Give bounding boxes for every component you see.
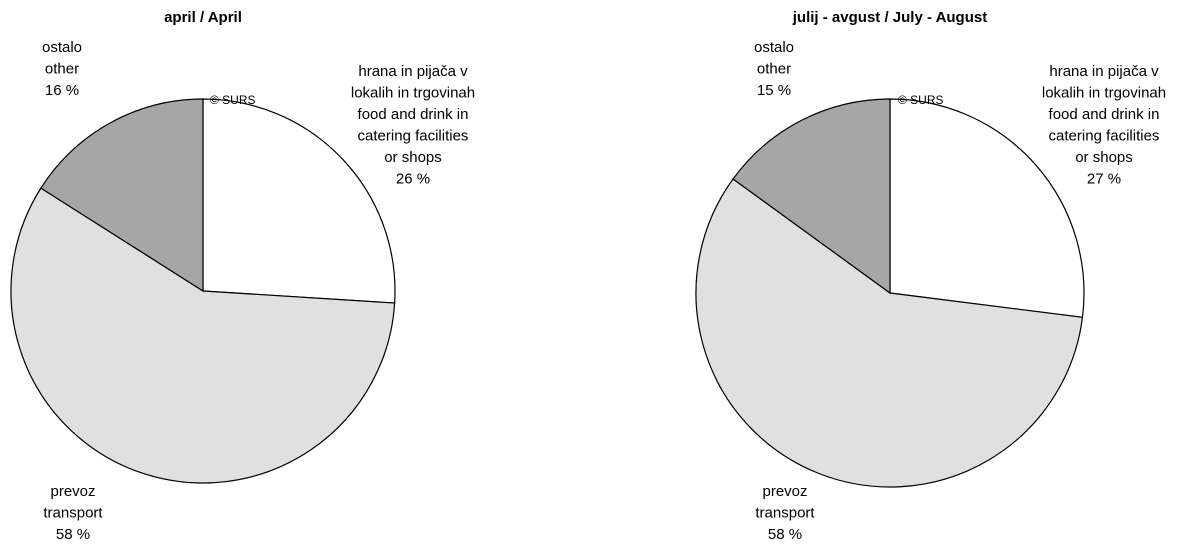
slice-label: hrana in pijača v <box>358 63 468 80</box>
slice-value-label: 26 % <box>396 170 430 187</box>
chart-title: julij - avgust / July - August <box>792 9 987 26</box>
chart-title: april / April <box>164 9 242 26</box>
pie-slice <box>10 187 396 484</box>
slice-label: hrana in pijača v <box>1049 63 1159 80</box>
slice-label: transport <box>43 504 103 521</box>
slice-label: catering facilities <box>358 127 469 144</box>
slice-value-label: 15 % <box>757 82 791 99</box>
pie-slice <box>732 98 891 295</box>
slice-value-label: 58 % <box>56 526 90 543</box>
copyright-note: © SURS <box>210 93 256 107</box>
slice-label: ostalo <box>754 39 794 56</box>
slice-label: ostalo <box>42 39 82 56</box>
slice-label: lokalih in trgovinah <box>351 84 475 101</box>
slice-label: prevoz <box>50 483 95 500</box>
pie-slice <box>695 178 1084 488</box>
slice-value-label: 16 % <box>45 82 79 99</box>
slice-label: or shops <box>1075 149 1133 166</box>
pie-slice <box>889 98 1085 318</box>
slice-value-label: 27 % <box>1087 170 1121 187</box>
slice-label: catering facilities <box>1049 127 1160 144</box>
slice-label: or shops <box>384 149 442 166</box>
slice-value-label: 58 % <box>768 526 802 543</box>
slice-label: food and drink in <box>1049 106 1160 123</box>
slice-label: food and drink in <box>358 106 469 123</box>
slice-label: other <box>45 60 79 77</box>
slice-label: other <box>757 60 791 77</box>
slice-label: lokalih in trgovinah <box>1042 84 1166 101</box>
slice-label: transport <box>755 504 815 521</box>
pie-slice <box>40 98 204 293</box>
slice-label: prevoz <box>762 483 807 500</box>
pie-slice <box>202 98 396 304</box>
copyright-note: © SURS <box>898 93 944 107</box>
